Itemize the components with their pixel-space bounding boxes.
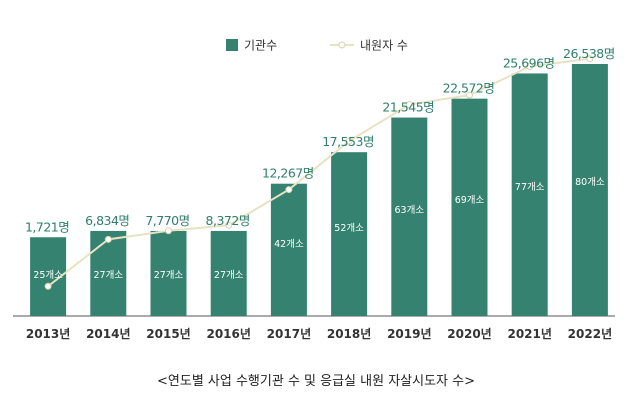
x-tick-label: 2021년 bbox=[507, 327, 551, 341]
x-tick-label: 2020년 bbox=[447, 327, 491, 341]
line-point-2015년 bbox=[165, 227, 172, 235]
bar-2017년 bbox=[270, 183, 307, 316]
bar-value-label: 69개소 bbox=[455, 195, 485, 206]
line-point-2017년 bbox=[285, 186, 293, 194]
x-tick-label: 2014년 bbox=[86, 327, 130, 341]
line-point-2021년 bbox=[526, 62, 534, 70]
line-value-label: 26,538명 bbox=[563, 46, 615, 61]
bar-value-label: 27개소 bbox=[214, 270, 244, 281]
line-point-2022년 bbox=[586, 55, 594, 63]
bar-value-label: 27개소 bbox=[94, 270, 124, 281]
x-tick-label: 2016년 bbox=[206, 327, 250, 341]
line-value-label: 8,372명 bbox=[206, 213, 250, 228]
line-value-label: 22,572명 bbox=[443, 81, 495, 96]
x-tick-label: 2013년 bbox=[26, 327, 70, 341]
line-value-label: 25,696명 bbox=[503, 55, 555, 70]
line-point-2019년 bbox=[405, 101, 413, 109]
line-value-label: 6,834명 bbox=[85, 213, 129, 228]
legend-marker-visitors bbox=[338, 41, 346, 49]
bar-value-label: 77개소 bbox=[515, 182, 545, 193]
x-tick-label: 2018년 bbox=[327, 327, 371, 341]
line-series-visitors bbox=[47, 57, 591, 288]
bar-2014년 bbox=[90, 230, 127, 316]
bar-value-label: 52개소 bbox=[334, 223, 364, 234]
bar-value-label: 25개소 bbox=[33, 270, 63, 281]
x-tick-label: 2019년 bbox=[387, 327, 431, 341]
line-point-2013년 bbox=[44, 282, 52, 290]
bar-2020년 bbox=[451, 98, 488, 317]
legend-label-facilities: 기관수 bbox=[244, 39, 277, 53]
bar-2022년 bbox=[571, 64, 608, 316]
bar-2015년 bbox=[150, 230, 187, 316]
line-value-label: 21,545명 bbox=[382, 100, 434, 115]
bar-value-label: 63개소 bbox=[395, 205, 425, 216]
bar-2018년 bbox=[331, 152, 368, 316]
line-value-label: 1,721명 bbox=[25, 219, 69, 234]
x-tick-label: 2015년 bbox=[146, 327, 190, 341]
bar-2019년 bbox=[391, 117, 428, 316]
line-point-2014년 bbox=[104, 235, 112, 243]
bar-value-label: 42개소 bbox=[274, 239, 304, 250]
legend-swatch-facilities bbox=[226, 39, 238, 51]
line-value-label: 12,267명 bbox=[262, 166, 314, 181]
bar-2016년 bbox=[210, 230, 247, 316]
bar-value-label: 27개소 bbox=[154, 270, 184, 281]
line-point-2020년 bbox=[466, 91, 473, 99]
chart-caption: <연도별 사업 수행기관 수 및 응급실 내원 자살시도자 수> bbox=[157, 374, 475, 389]
bar-2021년 bbox=[511, 73, 548, 316]
line-value-label: 17,553명 bbox=[322, 134, 374, 149]
x-tick-label: 2017년 bbox=[267, 327, 311, 341]
bar-value-label: 80개소 bbox=[575, 177, 605, 188]
line-point-2016년 bbox=[225, 221, 233, 229]
x-tick-label: 2022년 bbox=[568, 327, 612, 341]
line-point-2018년 bbox=[345, 137, 353, 145]
line-value-label: 7,770명 bbox=[145, 213, 189, 228]
legend-label-visitors: 내원자 수 bbox=[360, 39, 408, 53]
